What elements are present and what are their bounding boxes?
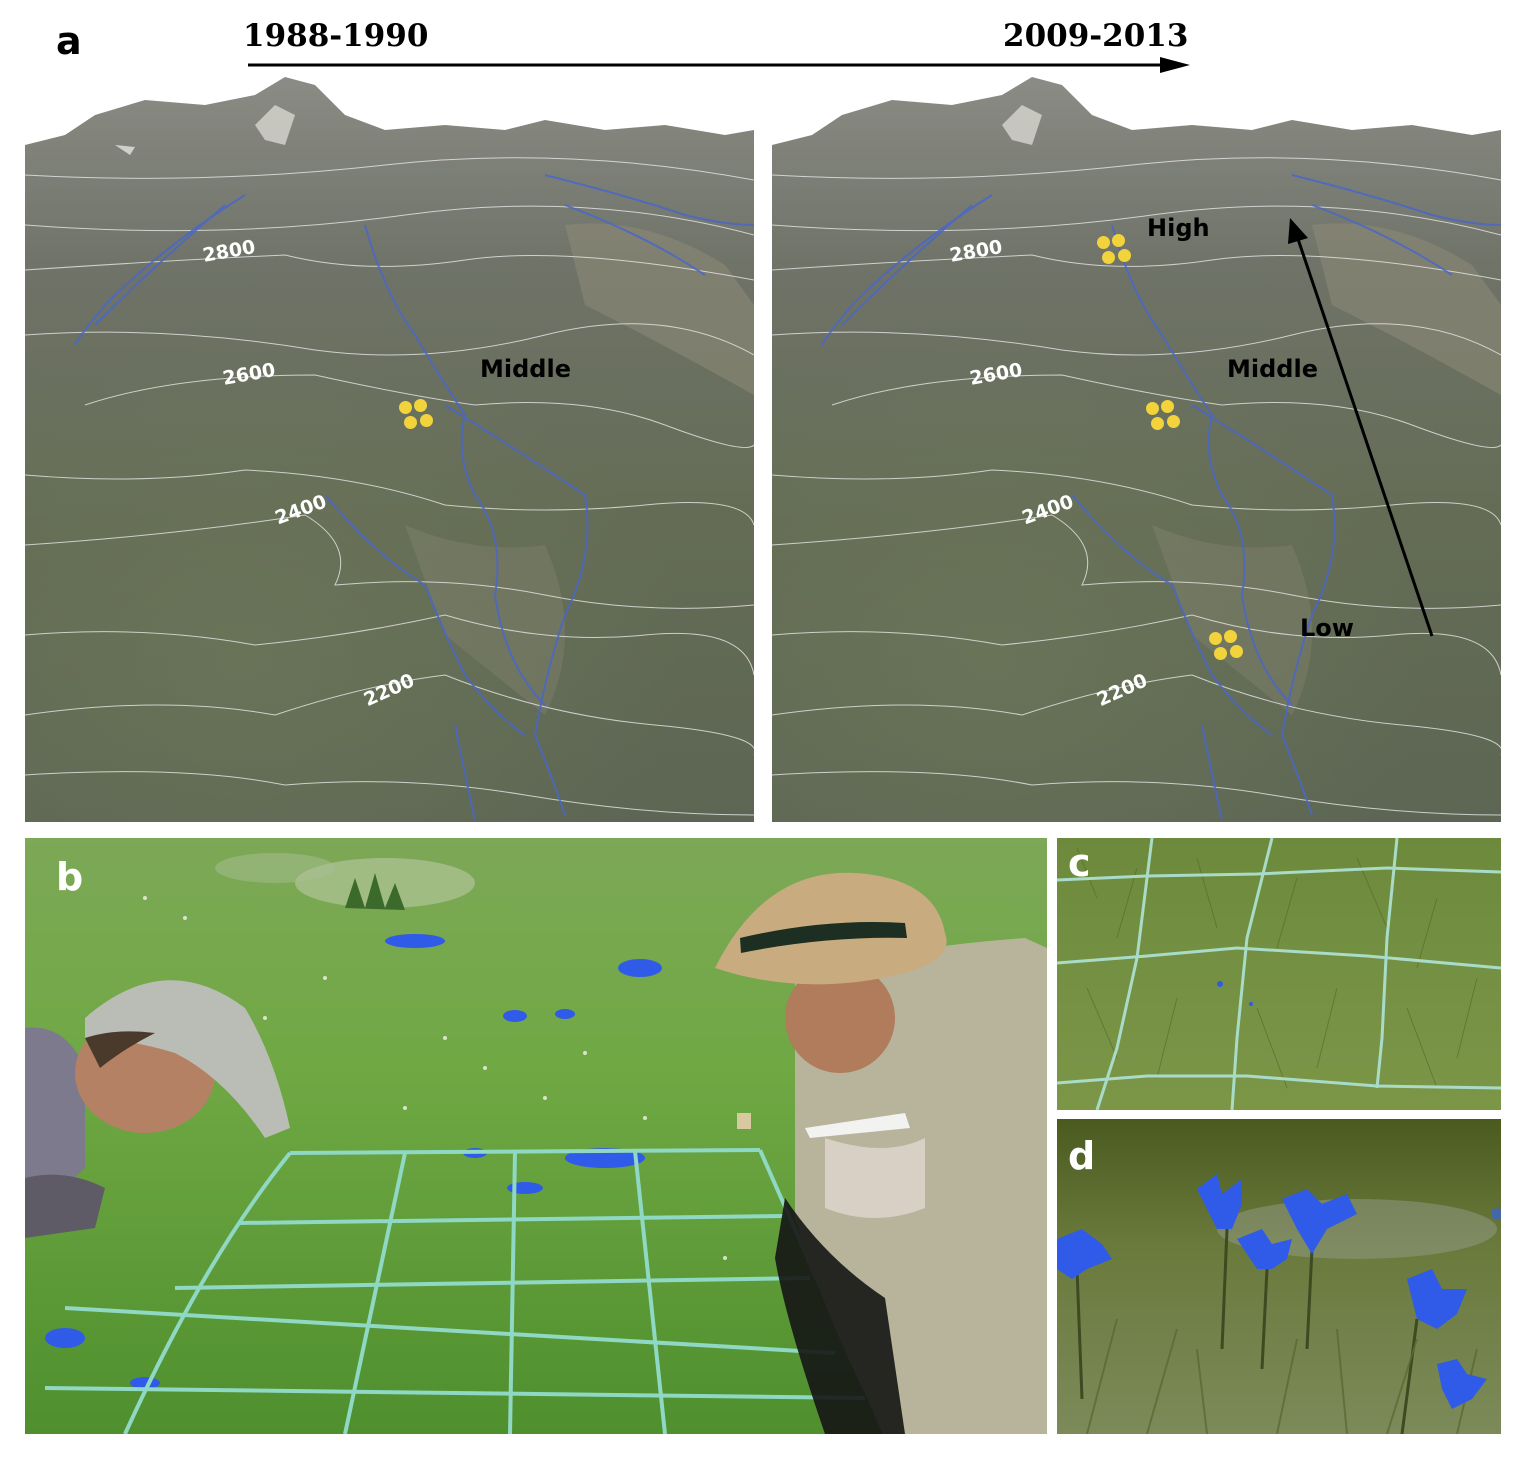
site-dot bbox=[1118, 249, 1131, 262]
timeline-end-label: 2009-2013 bbox=[1003, 18, 1189, 54]
site-dot bbox=[1146, 402, 1159, 415]
site-label-middle: Middle bbox=[1227, 355, 1318, 383]
site-dot bbox=[1112, 234, 1125, 247]
site-label-high: High bbox=[1147, 214, 1210, 242]
panel-label-b: b bbox=[56, 855, 84, 899]
site-dot bbox=[1167, 415, 1180, 428]
field-survey-photo bbox=[25, 838, 1047, 1434]
site-label-low: Low bbox=[1300, 614, 1354, 642]
terrain-map-1988-1990 bbox=[25, 75, 754, 822]
site-dot bbox=[420, 414, 433, 427]
terrain-map-2009-2013 bbox=[772, 75, 1501, 822]
site-dot bbox=[1151, 417, 1164, 430]
gentian-flowers-photo bbox=[1057, 1119, 1501, 1434]
timeline-arrow bbox=[248, 57, 1190, 73]
site-dot bbox=[1209, 632, 1222, 645]
panel-label-d: d bbox=[1068, 1134, 1096, 1178]
site-dot bbox=[1097, 236, 1110, 249]
site-dot bbox=[1224, 630, 1237, 643]
site-label-middle: Middle bbox=[480, 355, 571, 383]
site-dot bbox=[1161, 400, 1174, 413]
site-dot bbox=[1214, 647, 1227, 660]
upslope-shift-arrow bbox=[1288, 218, 1434, 637]
site-dot bbox=[1102, 251, 1115, 264]
panel-label-c: c bbox=[1068, 841, 1091, 885]
site-dot bbox=[1230, 645, 1243, 658]
site-dot bbox=[399, 401, 412, 414]
site-dot bbox=[404, 416, 417, 429]
panel-label-a: a bbox=[56, 19, 82, 63]
site-dot bbox=[414, 399, 427, 412]
timeline-start-label: 1988-1990 bbox=[243, 18, 429, 54]
grid-closeup-photo bbox=[1057, 838, 1501, 1110]
